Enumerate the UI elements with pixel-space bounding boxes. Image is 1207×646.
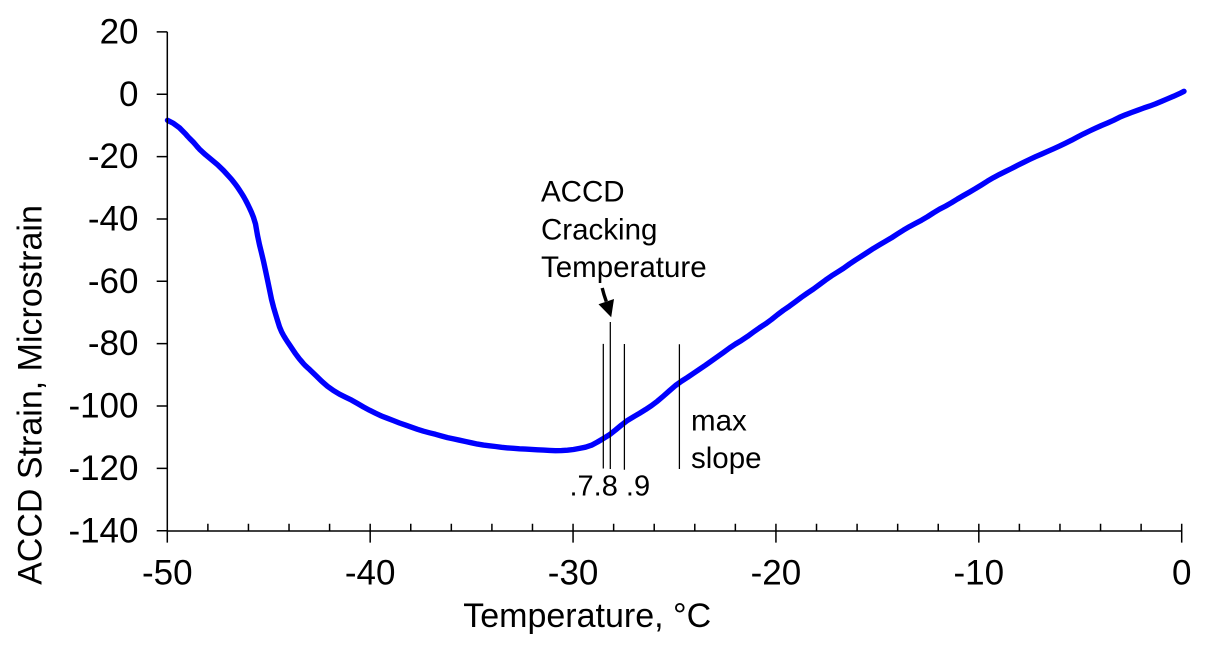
- svg-text:-140: -140: [68, 511, 138, 550]
- svg-text:-20: -20: [88, 137, 139, 176]
- svg-text:Temperature, °C: Temperature, °C: [463, 597, 711, 635]
- svg-text:slope: slope: [691, 442, 762, 475]
- svg-text:0: 0: [1172, 553, 1191, 592]
- svg-text:-100: -100: [68, 387, 138, 426]
- svg-text:20: 20: [100, 13, 139, 52]
- svg-text:Cracking: Cracking: [541, 213, 657, 246]
- svg-text:-40: -40: [345, 553, 396, 592]
- svg-text:-40: -40: [88, 200, 139, 239]
- svg-text:Temperature: Temperature: [541, 251, 707, 284]
- svg-text:-20: -20: [751, 553, 802, 592]
- svg-text:-50: -50: [142, 553, 193, 592]
- svg-text:-120: -120: [68, 449, 138, 488]
- svg-text:-80: -80: [88, 324, 139, 363]
- svg-text:-10: -10: [954, 553, 1005, 592]
- svg-text:ACCD Strain, Microstrain: ACCD Strain, Microstrain: [11, 205, 49, 585]
- svg-text:-60: -60: [88, 262, 139, 301]
- svg-text:ACCD: ACCD: [541, 176, 625, 209]
- svg-text:.7.8 .9: .7.8 .9: [570, 471, 651, 503]
- svg-text:max: max: [691, 404, 747, 437]
- svg-text:0: 0: [119, 75, 138, 114]
- svg-text:-30: -30: [548, 553, 599, 592]
